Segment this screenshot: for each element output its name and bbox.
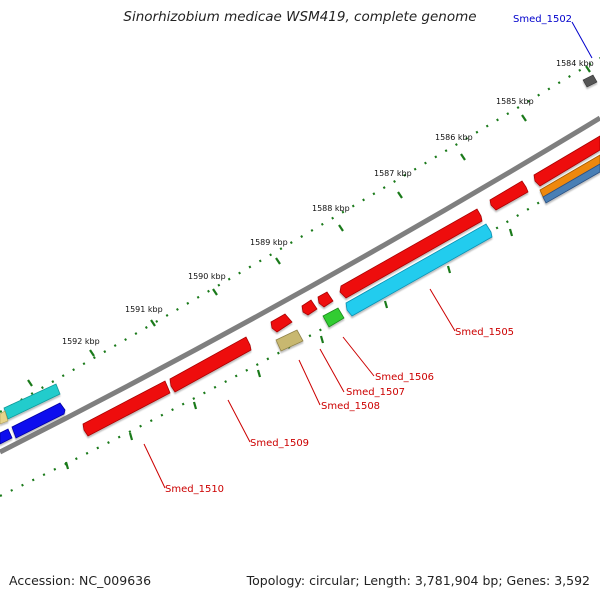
scale-label: 1589 kbp xyxy=(250,238,288,247)
gene-arrow-left-blue-a[interactable] xyxy=(11,402,66,439)
leader-smed-1509 xyxy=(227,399,251,443)
leader-smed-1510 xyxy=(143,443,166,489)
major-tick xyxy=(585,65,591,73)
major-tick xyxy=(460,153,466,161)
gene-arrow-smed-1505-upstream[interactable] xyxy=(339,208,483,299)
major-tick xyxy=(521,114,527,122)
gene-arrow-left-blue-b[interactable] xyxy=(0,428,13,445)
gene-arrow-right-red[interactable] xyxy=(533,135,600,187)
gene-arrow-smed-1507-green[interactable] xyxy=(322,307,345,328)
leader-smed-1507 xyxy=(319,348,345,393)
minor-tick xyxy=(319,335,325,344)
major-tick xyxy=(27,379,33,387)
minor-tick xyxy=(64,461,70,470)
leader-smed-1505 xyxy=(429,288,456,332)
gene-arrow-smed-1510-a[interactable] xyxy=(169,336,252,393)
gene-arrow-smed-1508-khaki[interactable] xyxy=(275,329,304,352)
major-tick xyxy=(275,257,281,265)
topology-label: Topology: circular; Length: 3,781,904 bp… xyxy=(246,573,590,588)
gene-features xyxy=(0,74,600,445)
gene-arrow-left-yellow[interactable] xyxy=(0,410,9,425)
gene-arrow-smed-1507[interactable] xyxy=(301,299,318,316)
gene-arrow-left-teal[interactable] xyxy=(3,383,61,420)
gene-arrow-smed-1509[interactable] xyxy=(270,313,293,333)
leader-smed-1508 xyxy=(298,359,321,406)
gene-arrow-smed-1505-cyan[interactable] xyxy=(345,223,493,317)
scale-label: 1591 kbp xyxy=(125,305,163,314)
gene-arrow-smed-1505-partner[interactable] xyxy=(489,180,529,211)
gene-label-smed-1509[interactable]: Smed_1509 xyxy=(250,438,309,449)
major-tick xyxy=(150,319,156,327)
gene-label-smed-1508[interactable]: Smed_1508 xyxy=(321,401,380,412)
leader-smed-1506 xyxy=(342,336,375,377)
gene-arrow-smed-1510-b[interactable] xyxy=(82,380,171,437)
scale-label: 1586 kbp xyxy=(435,133,473,142)
scale-label: 1590 kbp xyxy=(188,272,226,281)
major-tick xyxy=(338,224,344,232)
gene-label-smed-1507[interactable]: Smed_1507 xyxy=(346,387,405,398)
outer-scale-ring xyxy=(0,57,600,413)
map-title: Sinorhizobium medicae WSM419, complete g… xyxy=(123,9,477,25)
gene-arrow-top-right-gray[interactable] xyxy=(582,74,598,88)
scale-label: 1592 kbp xyxy=(62,337,100,346)
label-leaders xyxy=(143,21,593,489)
scale-label: 1588 kbp xyxy=(312,204,350,213)
scale-label: 1585 kbp xyxy=(496,97,534,106)
gene-arrow-right-orange[interactable] xyxy=(539,154,600,200)
minor-tick xyxy=(192,401,198,410)
minor-tick xyxy=(128,432,134,441)
gene-label-smed-1502[interactable]: Smed_1502 xyxy=(513,14,572,25)
outer-scale-dots xyxy=(0,57,600,413)
gene-label-smed-1505[interactable]: Smed_1505 xyxy=(455,327,514,338)
gene-label-smed-1506[interactable]: Smed_1506 xyxy=(375,372,434,383)
leader-smed-1502 xyxy=(571,21,593,59)
minor-tick xyxy=(446,265,452,274)
major-tick xyxy=(89,349,95,357)
gene-arrow-smed-1506[interactable] xyxy=(317,291,334,308)
gene-arrow-right-steelblue[interactable] xyxy=(542,163,600,204)
scale-label: 1587 kbp xyxy=(374,169,412,178)
inner-major-ticks xyxy=(64,228,514,470)
major-tick xyxy=(212,288,218,296)
minor-tick xyxy=(508,228,514,237)
minor-tick xyxy=(383,300,389,309)
gene-labels: Smed_1502 Smed_1505 Smed_1506 Smed_1507 … xyxy=(165,14,572,495)
major-tick xyxy=(397,191,403,199)
accession-label: Accession: NC_009636 xyxy=(9,573,152,588)
minor-tick xyxy=(256,369,262,378)
genome-backbone xyxy=(0,115,600,455)
scale-label: 1584 kbp xyxy=(556,59,594,68)
scale-labels: 1584 kbp 1585 kbp 1586 kbp 1587 kbp 1588… xyxy=(62,59,594,346)
outer-major-ticks xyxy=(27,65,591,387)
gene-label-smed-1510[interactable]: Smed_1510 xyxy=(165,484,224,495)
